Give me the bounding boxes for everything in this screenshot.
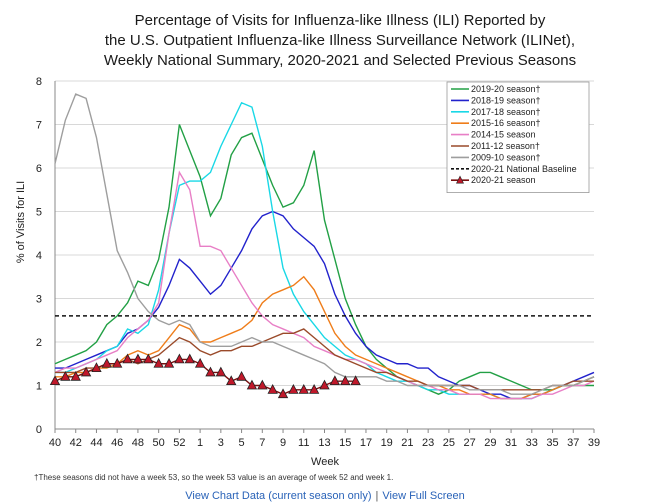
y-gridlines <box>55 80 594 430</box>
y-tick-label: 0 <box>36 424 42 436</box>
data-point-marker <box>194 357 206 368</box>
y-tick-label: 8 <box>36 76 42 88</box>
legend-label: 2015-16 season† <box>471 118 541 128</box>
y-tick-labels: 0 1 2 3 4 5 6 7 8 <box>36 76 42 436</box>
legend-label: 2009-10 season† <box>471 152 541 162</box>
y-axis-label: % of Visits for ILI <box>15 181 27 263</box>
data-point-marker <box>298 383 309 394</box>
chart-links: View Chart Data (current season only) | Vi… <box>0 490 650 502</box>
data-point-marker <box>184 353 195 364</box>
legend-label: 2017-18 season† <box>471 107 541 117</box>
legend-box <box>446 81 590 193</box>
x-tick-label: 35 <box>546 437 558 449</box>
data-point-marker <box>215 366 227 377</box>
x-tick-label: 19 <box>381 437 393 449</box>
link-separator: | <box>375 490 379 502</box>
y-tick-label: 3 <box>36 294 42 306</box>
data-point-marker <box>226 375 237 386</box>
legend: 2019-20 season†2018-19 season† 2017-18 se… <box>446 81 590 193</box>
series-line-2014-15-season <box>54 170 595 400</box>
data-point-marker <box>80 366 92 377</box>
x-tick-label: 48 <box>132 437 144 449</box>
x-tick-label: 42 <box>70 437 82 449</box>
data-point-marker <box>143 353 154 364</box>
x-tick-label: 21 <box>401 437 413 449</box>
x-tick-label: 9 <box>280 437 286 449</box>
x-tick-label: 29 <box>484 437 496 449</box>
x-tick-label: 52 <box>173 437 185 449</box>
legend-label: 2011-12 season† <box>471 141 540 151</box>
data-point-marker <box>277 388 289 399</box>
legend-label: 2018-19 season† <box>471 95 541 105</box>
x-axis-label: Week <box>311 456 339 468</box>
data-point-marker <box>308 383 320 394</box>
x-tick-label: 37 <box>567 437 579 449</box>
legend-marker <box>456 175 464 184</box>
legend-label: 2019-20 season† <box>471 84 541 94</box>
x-tick-label: 46 <box>111 437 123 449</box>
x-tick-label: 23 <box>422 437 434 449</box>
x-tick-label: 11 <box>298 437 309 449</box>
series-line-2019-20-season <box>54 124 594 395</box>
x-tick-label: 27 <box>463 437 475 449</box>
y-tick-label: 2 <box>36 337 42 349</box>
x-tick-label: 31 <box>505 437 517 449</box>
data-point-marker <box>329 375 341 386</box>
y-tick-label: 7 <box>36 120 42 132</box>
data-point-marker <box>49 375 61 386</box>
data-point-marker <box>257 379 268 390</box>
x-tick-label: 39 <box>588 437 600 449</box>
data-point-marker <box>246 379 258 390</box>
data-point-marker <box>153 357 164 368</box>
series-line-2020-21-season <box>54 358 356 395</box>
series-lines <box>49 93 595 400</box>
data-point-marker <box>205 366 216 377</box>
x-tick-label: 1 <box>197 437 203 449</box>
x-tick-label: 3 <box>218 437 224 449</box>
chart-title: Percentage of Visits for Influenza-like … <box>104 12 576 69</box>
y-tick-label: 6 <box>36 163 42 175</box>
x-tick-label: 15 <box>339 437 351 449</box>
series-line-2018-19-season <box>55 210 595 400</box>
data-point-marker <box>267 383 278 394</box>
footnote: †These seasons did not have a week 53, s… <box>34 473 394 482</box>
x-tick-label: 5 <box>239 437 245 449</box>
x-tick-label: 25 <box>443 437 455 449</box>
data-point-marker <box>174 353 185 364</box>
x-tick-label: 44 <box>90 437 102 449</box>
x-tick-labels: 40 42 44 46 48 50 52 1 3 5 7 9 11 13 15 17 19 21 23 25 27 29 3… <box>49 429 600 449</box>
title-line: Percentage of Visits for Influenza-like … <box>135 12 546 29</box>
y-tick-label: 5 <box>36 207 42 219</box>
title-line: Weekly National Summary, 2020-2021 and S… <box>104 52 576 69</box>
x-tick-label: 50 <box>153 437 165 449</box>
data-point-marker <box>163 357 175 368</box>
data-point-marker <box>91 362 102 373</box>
data-point-marker <box>288 383 299 394</box>
data-point-marker <box>236 370 247 381</box>
data-point-marker <box>340 375 351 386</box>
x-tick-label: 7 <box>259 437 265 449</box>
x-tick-label: 13 <box>318 437 330 449</box>
x-tick-label: 40 <box>49 437 61 449</box>
legend-label: 2014-15 season <box>471 130 536 140</box>
y-tick-label: 4 <box>36 250 42 262</box>
data-point-marker <box>70 370 81 381</box>
series-line-2009-10-season <box>54 93 595 395</box>
title-line: the U.S. Outpatient Influenza-like Illne… <box>105 32 575 49</box>
data-point-marker <box>101 357 112 368</box>
x-tick-label: 33 <box>526 437 538 449</box>
data-point-marker <box>132 353 144 364</box>
data-point-marker <box>112 357 123 368</box>
x-tick-label: 17 <box>360 437 372 449</box>
data-point-marker <box>60 370 71 381</box>
legend-label: 2020-21 season <box>471 175 536 185</box>
data-point-marker <box>319 379 330 390</box>
view-chart-data-link[interactable]: View Chart Data (current season only) <box>185 490 372 502</box>
data-point-marker <box>350 375 361 386</box>
view-full-screen-link[interactable]: View Full Screen <box>382 490 465 502</box>
data-point-marker <box>122 353 133 364</box>
legend-label: 2020-21 National Baseline <box>471 164 577 174</box>
y-tick-label: 1 <box>36 381 42 393</box>
